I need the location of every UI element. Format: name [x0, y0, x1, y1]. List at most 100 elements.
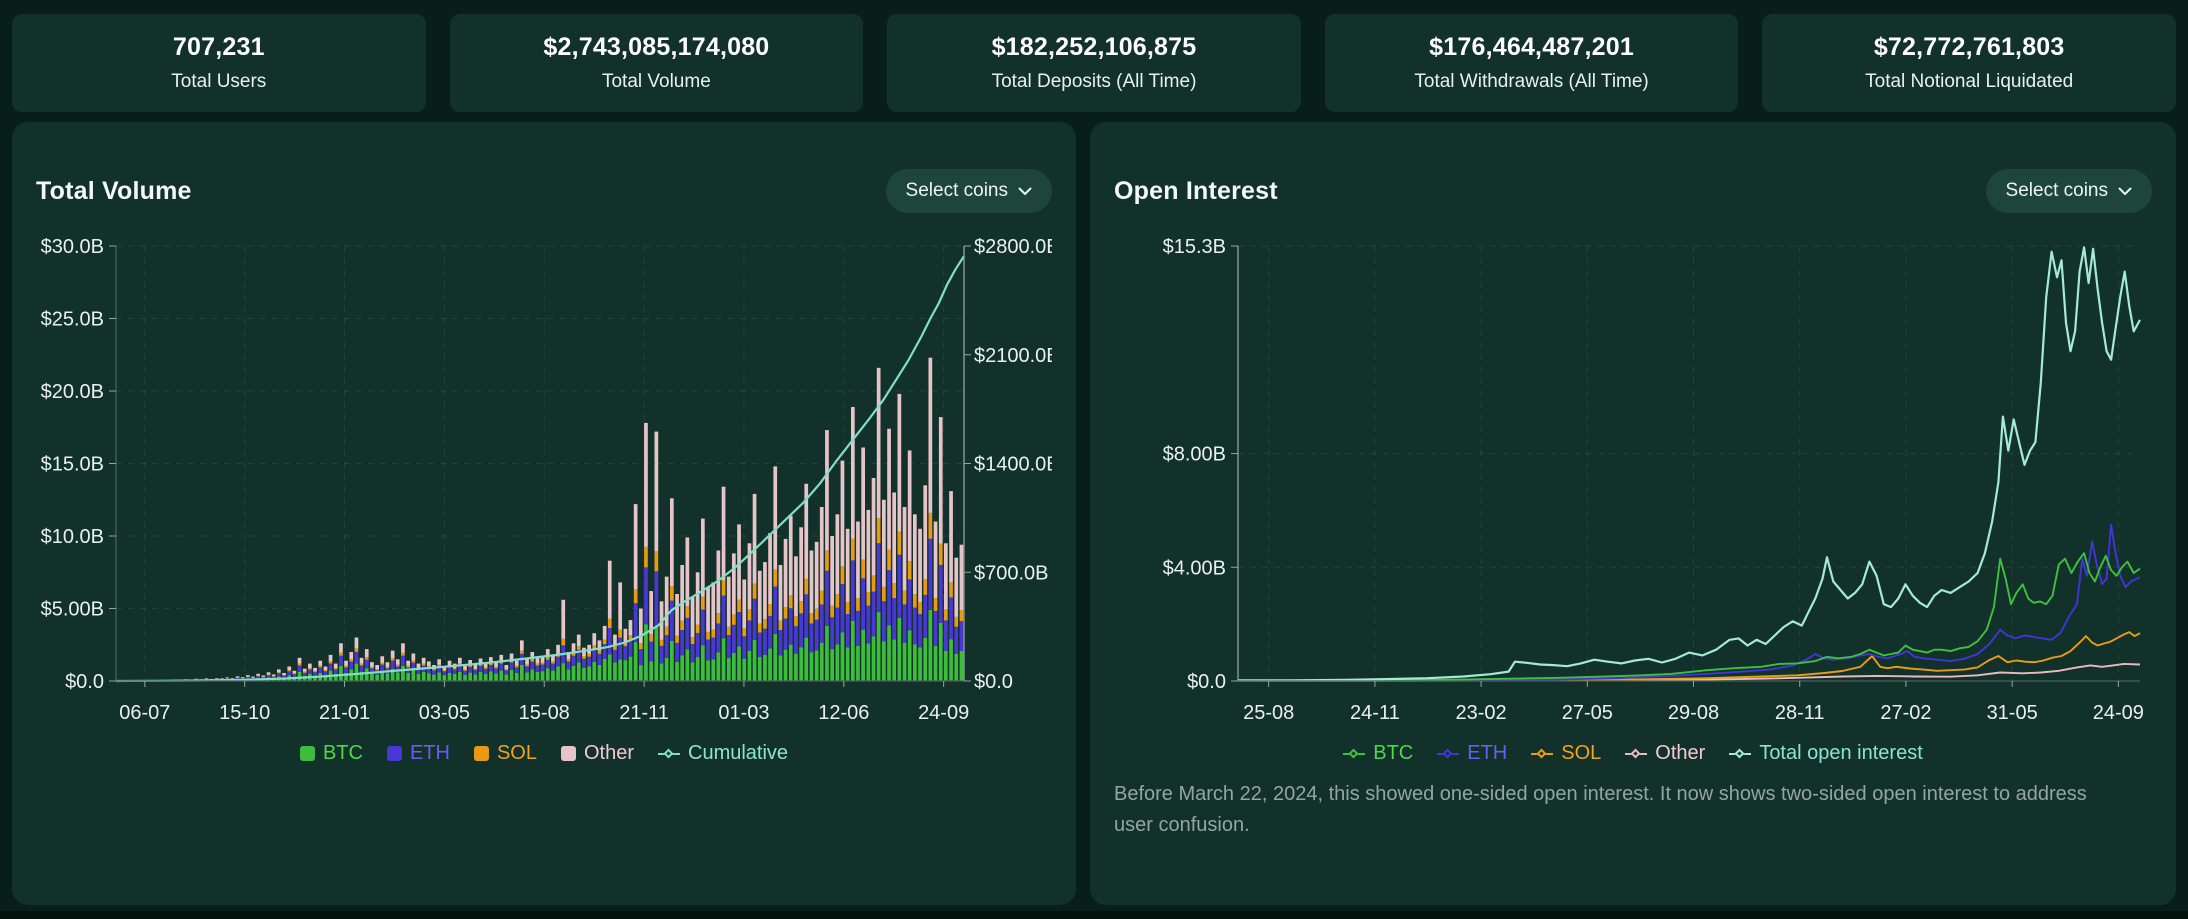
svg-text:$25.0B: $25.0B	[41, 309, 104, 331]
total-volume-title: Total Volume	[36, 176, 192, 205]
stat-card-total-withdrawals: $176,464,487,201 Total Withdrawals (All …	[1324, 14, 1739, 112]
total-volume-legend: BTC ETH SOL Other Cumulative	[36, 742, 1052, 765]
legend-item-other[interactable]: Other	[1625, 742, 1705, 765]
stat-value: $72,772,761,803	[1873, 33, 2065, 61]
svg-text:$30.0B: $30.0B	[41, 238, 104, 258]
legend-item-total-open-interest[interactable]: Total open interest	[1729, 742, 1923, 765]
total-volume-chart-canvas[interactable]: $30.0B $25.0B $20.0B $15.0B $10.0B $5.00B $0.0…	[36, 238, 1052, 738]
legend-swatch-eth	[386, 746, 402, 761]
stat-value: 707,231	[172, 33, 265, 61]
stat-card-total-users: 707,231 Total Users	[12, 14, 426, 112]
legend-label: Other	[1655, 742, 1706, 764]
volume-select-coins-label: Select coins	[905, 180, 1008, 201]
legend-label: Cumulative	[688, 742, 789, 764]
svg-text:03-05: 03-05	[419, 702, 470, 724]
legend-item-cumulative[interactable]: Cumulative	[658, 742, 788, 765]
svg-text:$4.00B: $4.00B	[1163, 557, 1226, 579]
legend-swatch-sol	[473, 746, 489, 761]
chevron-down-icon	[1018, 187, 1032, 196]
svg-text:$15.0B: $15.0B	[41, 454, 104, 476]
legend-line-marker-total-open-interest	[1729, 748, 1752, 760]
legend-swatch-btc	[299, 746, 315, 761]
legend-label: SOL	[496, 742, 537, 764]
stat-label: Total Withdrawals (All Time)	[1414, 71, 1649, 92]
svg-text:25-08: 25-08	[1243, 702, 1294, 724]
legend-item-eth[interactable]: ETH	[1437, 742, 1507, 765]
svg-text:$15.3B: $15.3B	[1163, 238, 1226, 258]
legend-label: ETH	[409, 742, 450, 764]
svg-text:$1400.0B: $1400.0B	[974, 454, 1052, 476]
oi-select-coins-label: Select coins	[2005, 180, 2108, 201]
svg-text:23-02: 23-02	[1456, 702, 1507, 724]
svg-text:12-06: 12-06	[818, 702, 869, 724]
svg-text:$700.0B: $700.0B	[974, 562, 1049, 584]
svg-text:21-11: 21-11	[619, 702, 669, 724]
svg-text:15-08: 15-08	[519, 702, 570, 724]
open-interest-chart-canvas[interactable]: $15.3B $8.00B $4.00B $0.0 25-08 24-11 23-02 27-…	[1114, 238, 2152, 738]
legend-swatch-other	[560, 746, 576, 761]
legend-item-other[interactable]: Other	[560, 742, 634, 765]
bottom-strip	[0, 911, 2188, 919]
open-interest-title: Open Interest	[1114, 176, 1278, 205]
stat-label: Total Notional Liquidated	[1865, 71, 2074, 92]
legend-item-btc[interactable]: BTC	[1343, 742, 1413, 765]
legend-item-btc[interactable]: BTC	[299, 742, 363, 765]
open-interest-header: Open Interest Select coins	[1114, 168, 2152, 214]
legend-label: ETH	[1467, 742, 1508, 764]
legend-line-marker-btc	[1343, 748, 1366, 760]
stat-label: Total Deposits (All Time)	[991, 71, 1197, 92]
legend-line-marker-sol	[1531, 748, 1554, 760]
svg-text:15-10: 15-10	[219, 702, 270, 724]
legend-label: Other	[583, 742, 634, 764]
svg-text:31-05: 31-05	[1987, 702, 2038, 724]
stat-card-total-deposits: $182,252,106,875 Total Deposits (All Tim…	[887, 14, 1301, 112]
legend-label: SOL	[1561, 742, 1602, 764]
legend-label: BTC	[322, 742, 363, 764]
legend-label: Total open interest	[1759, 742, 1923, 764]
svg-text:$0.0: $0.0	[65, 671, 104, 693]
stat-label: Total Volume	[601, 71, 711, 92]
open-interest-panel: Open Interest Select coins $15.3B $8.00B $…	[1090, 122, 2176, 905]
legend-label: BTC	[1373, 742, 1414, 764]
svg-text:$8.00B: $8.00B	[1163, 444, 1226, 466]
stats-row: 707,231 Total Users $2,743,085,174,080 T…	[12, 14, 2176, 112]
svg-text:24-09: 24-09	[918, 702, 969, 724]
svg-text:28-11: 28-11	[1775, 702, 1825, 724]
total-volume-panel: Total Volume Select coins $30.0B $25.0B $2…	[12, 122, 1076, 905]
stat-value: $182,252,106,875	[991, 33, 1197, 61]
svg-text:$2100.0B: $2100.0B	[974, 345, 1052, 367]
svg-text:21-01: 21-01	[319, 702, 370, 724]
svg-text:24-09: 24-09	[2093, 702, 2144, 724]
open-interest-footnote: Before March 22, 2024, this showed one-s…	[1114, 783, 2087, 836]
legend-item-eth[interactable]: ETH	[386, 742, 450, 765]
svg-text:27-05: 27-05	[1562, 702, 1613, 724]
svg-text:06-07: 06-07	[119, 702, 170, 724]
legend-line-marker-other	[1625, 748, 1648, 760]
stat-value: $2,743,085,174,080	[543, 33, 770, 61]
svg-text:27-02: 27-02	[1880, 702, 1931, 724]
svg-text:$2800.0B: $2800.0B	[974, 238, 1052, 258]
stat-card-total-volume: $2,743,085,174,080 Total Volume	[449, 14, 864, 112]
charts-row: Total Volume Select coins $30.0B $25.0B $2…	[12, 122, 2176, 905]
stat-label: Total Users	[171, 71, 267, 92]
stat-card-total-notional-liquidated: $72,772,761,803 Total Notional Liquidate…	[1762, 14, 2176, 112]
svg-text:$0.0: $0.0	[1187, 671, 1226, 693]
oi-select-coins-button[interactable]: Select coins	[1985, 169, 2152, 213]
svg-text:29-08: 29-08	[1668, 702, 1719, 724]
volume-select-coins-button[interactable]: Select coins	[885, 169, 1052, 213]
svg-text:24-11: 24-11	[1350, 702, 1400, 724]
legend-line-marker-cumulative	[658, 748, 680, 760]
chevron-down-icon	[2118, 187, 2132, 196]
svg-text:01-03: 01-03	[718, 702, 769, 724]
legend-item-sol[interactable]: SOL	[473, 742, 537, 765]
stat-value: $176,464,487,201	[1429, 33, 1634, 61]
svg-text:$5.00B: $5.00B	[41, 599, 104, 621]
svg-text:$0.0: $0.0	[974, 671, 1013, 693]
legend-item-sol[interactable]: SOL	[1531, 742, 1601, 765]
legend-line-marker-eth	[1437, 748, 1460, 760]
total-volume-header: Total Volume Select coins	[36, 168, 1052, 214]
svg-text:$20.0B: $20.0B	[41, 381, 104, 403]
svg-text:$10.0B: $10.0B	[41, 526, 104, 548]
open-interest-legend: BTC ETH SOL Other Total open interest	[1114, 742, 2152, 765]
